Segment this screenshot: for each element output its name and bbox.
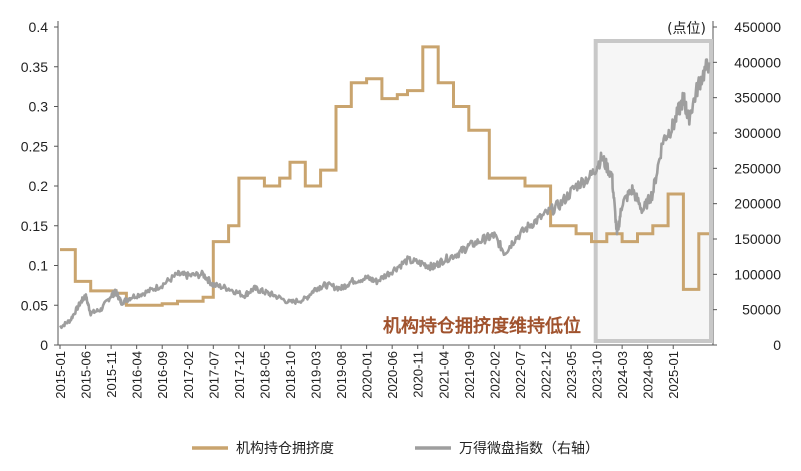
- x-tick-label: 2019-03: [309, 351, 324, 399]
- x-tick-label: 2024-08: [641, 351, 656, 399]
- x-tick-label: 2017-07: [206, 351, 221, 399]
- y-left-tick-label: 0.15: [21, 218, 48, 234]
- y-left-tick-label: 0: [40, 337, 48, 353]
- y-right-unit-label: (点位): [667, 21, 706, 37]
- x-tick-label: 2019-08: [334, 351, 349, 399]
- x-tick-label: 2018-05: [257, 351, 272, 399]
- x-tick-label: 2021-04: [436, 351, 451, 399]
- legend-label-microcap-index: 万得微盘指数（右轴）: [459, 440, 599, 457]
- y-left-tick-label: 0.35: [21, 59, 48, 75]
- legend-label-crowding: 机构持仓拥挤度: [236, 441, 334, 457]
- x-tick-label: 2020-11: [411, 351, 426, 398]
- y-left-tick-label: 0.1: [29, 258, 49, 274]
- x-tick-label: 2021-09: [462, 351, 477, 399]
- series-line-crowding: [60, 45, 709, 307]
- x-tick-label: 2023-05: [564, 351, 579, 399]
- y-right-tick-label: 350000: [734, 90, 781, 106]
- series-layer: [59, 45, 711, 330]
- x-tick-label: 2017-02: [181, 351, 196, 399]
- x-tick-label: 2020-01: [360, 351, 375, 399]
- y-right-tick-label: 200000: [734, 196, 781, 212]
- x-tick-label: 2024-03: [615, 351, 630, 399]
- annotation-text: 机构持仓拥挤度维持低位: [383, 315, 581, 337]
- y-right-tick-label: 100000: [734, 266, 781, 282]
- x-tick-label: 2017-12: [232, 351, 247, 399]
- y-left-tick-label: 0.05: [21, 297, 48, 313]
- y-right-tick-label: 300000: [734, 125, 781, 141]
- x-tick-label: 2020-06: [385, 351, 400, 399]
- y-left-tick-label: 0.25: [21, 138, 48, 154]
- x-tick-label: 2015-06: [79, 351, 94, 399]
- x-tick-label: 2023-10: [590, 351, 605, 399]
- series-line-microcap-index: [59, 58, 711, 330]
- x-tick-label: 2015-01: [53, 351, 68, 399]
- x-tick-label: 2022-02: [487, 351, 502, 399]
- x-tick-label: 2022-12: [538, 351, 553, 399]
- y-right-tick-label: 0: [773, 337, 781, 353]
- annotation-layer: 机构持仓拥挤度维持低位: [383, 315, 581, 337]
- y-right-tick-label: 250000: [734, 160, 781, 176]
- x-tick-label: 2018-10: [283, 351, 298, 399]
- x-tick-label: 2016-04: [130, 351, 145, 399]
- x-tick-label: 2022-07: [513, 351, 528, 399]
- axis-layer: 0 0.05 0.1 0.15 0.2 0.25 0.3 0.35 0.4 0 50000 10000…: [21, 19, 781, 399]
- x-tick-label: 2015-11: [104, 351, 119, 398]
- legend: 机构持仓拥挤度 万得微盘指数（右轴）: [192, 440, 599, 457]
- y-left-tick-label: 0.2: [29, 178, 49, 194]
- y-right-tick-label: 450000: [734, 19, 781, 35]
- y-left-tick-label: 0.3: [29, 99, 49, 115]
- y-right-tick-label: 150000: [734, 231, 781, 247]
- y-right-tick-label: 400000: [734, 54, 781, 70]
- x-tick-label: 2016-09: [155, 351, 170, 399]
- y-right-tick-label: 50000: [742, 302, 781, 318]
- y-left-tick-label: 0.4: [29, 19, 49, 35]
- x-tick-label: 2025-01: [666, 351, 681, 399]
